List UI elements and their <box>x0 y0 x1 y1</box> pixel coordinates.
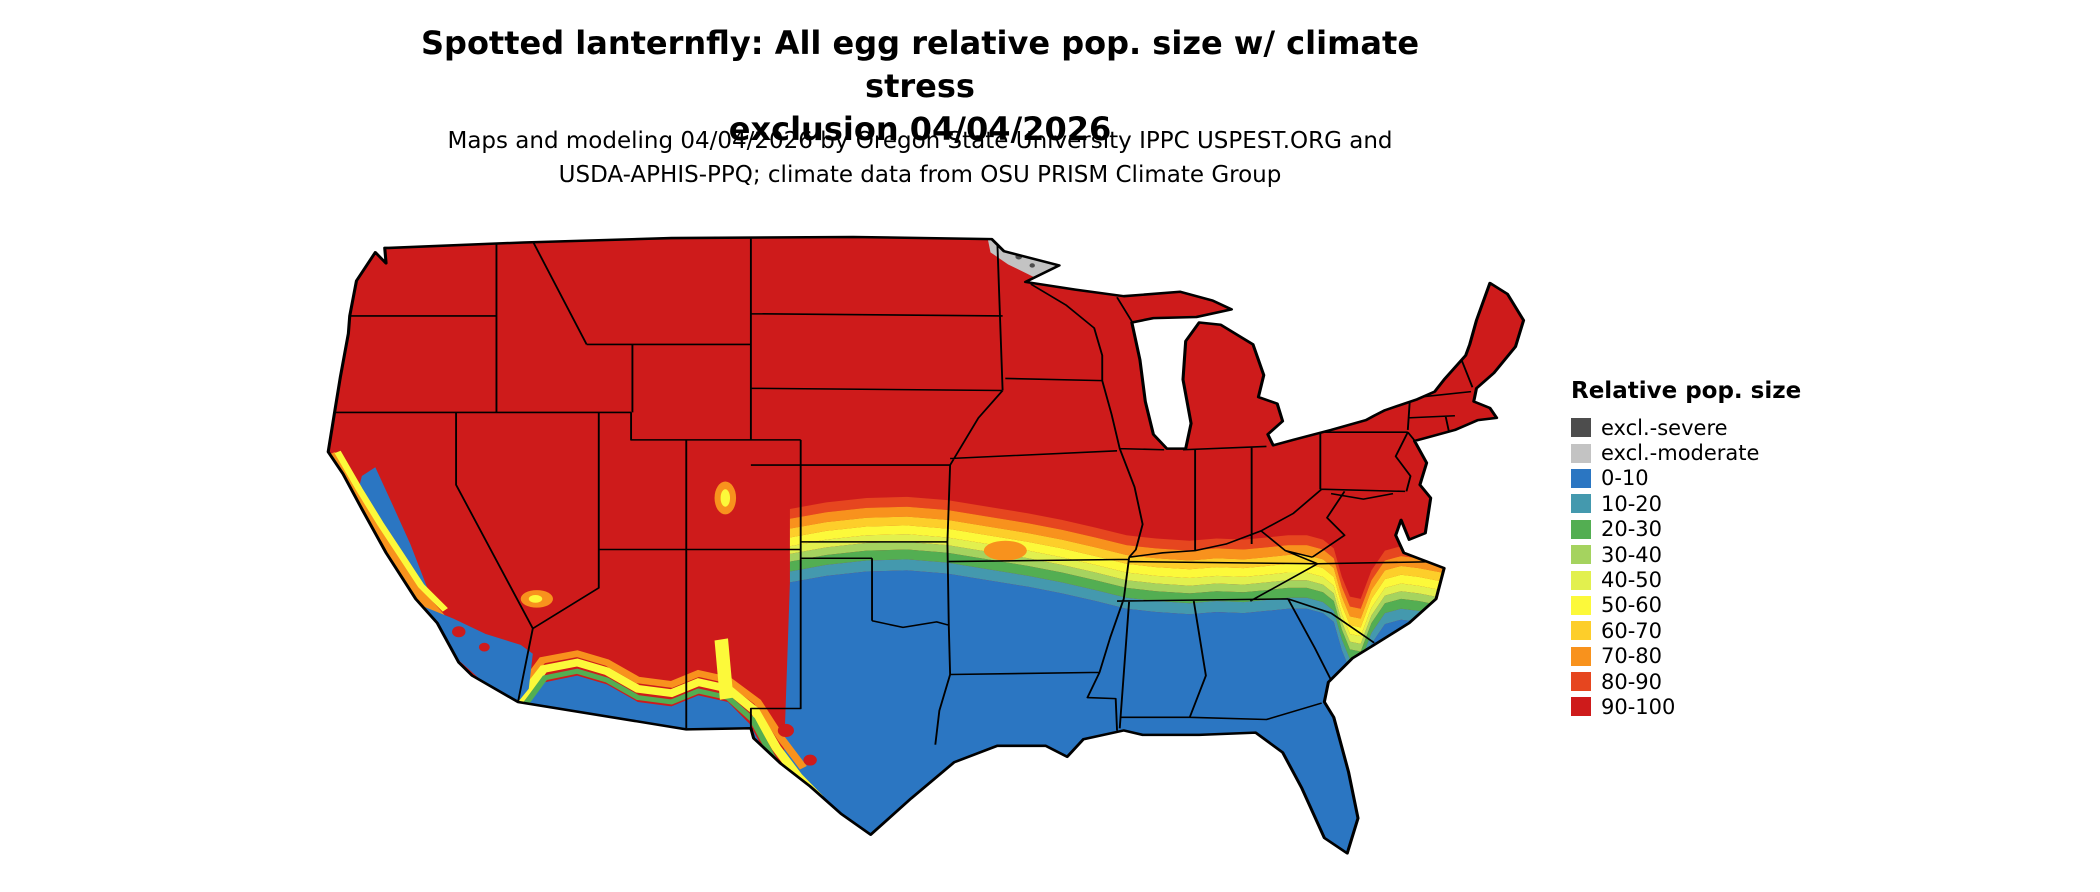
southwest-orange-fringe <box>514 650 807 770</box>
socal-mountain-patch <box>452 626 466 638</box>
legend-item-0-10: 0-10 <box>1571 466 1801 491</box>
legend-item-90-100: 90-100 <box>1571 694 1801 719</box>
page-subtitle-line-2: USDA-APHIS-PPQ; climate data from OSU PR… <box>558 162 1282 188</box>
legend-item-60-70: 60-70 <box>1571 618 1801 643</box>
west-texas-mountain-patch <box>803 754 817 766</box>
legend-item-40-50: 40-50 <box>1571 567 1801 592</box>
band-10-20 <box>789 559 1524 673</box>
southwest-yellow-fringe <box>514 658 824 801</box>
legend-item-label: excl.-moderate <box>1601 441 1760 466</box>
legend-swatch <box>1571 418 1591 438</box>
legend-swatch <box>1571 595 1591 615</box>
page-title: Spotted lanternfly: All egg relative pop… <box>400 22 1440 151</box>
legend-item-label: 30-40 <box>1601 542 1663 567</box>
legend-swatch <box>1571 494 1591 514</box>
us-map-svg <box>326 235 1526 855</box>
california-coast-yellow-strip <box>334 450 448 612</box>
state-borders <box>330 236 1474 745</box>
page-subtitle: Maps and modeling 04/04/2026 by Oregon S… <box>380 124 1460 192</box>
legend-swatch <box>1571 646 1591 666</box>
legend-item-30-40: 30-40 <box>1571 542 1801 567</box>
legend-item-excl.-severe: excl.-severe <box>1571 415 1801 440</box>
legend-item-20-30: 20-30 <box>1571 517 1801 542</box>
band-80-90 <box>789 496 1524 609</box>
socal-mountain-patch <box>478 642 490 652</box>
legend-title: Relative pop. size <box>1571 378 1802 404</box>
band-20-30 <box>789 549 1524 662</box>
page-subtitle-line-1: Maps and modeling 04/04/2026 by Oregon S… <box>447 128 1393 154</box>
legend-items: excl.-severe excl.-moderate 0-10 10-20 20-30… <box>1571 415 1801 720</box>
map-fill-layers <box>328 236 1524 854</box>
legend-swatch <box>1571 443 1591 463</box>
rio-grande-valley-strip <box>714 638 734 700</box>
legend-swatch <box>1571 519 1591 539</box>
page-title-line-2: exclusion 04/04/2026 <box>728 110 1112 148</box>
legend-item-10-20: 10-20 <box>1571 491 1801 516</box>
southern-california-low-region <box>421 605 533 702</box>
legend-item-80-90: 80-90 <box>1571 669 1801 694</box>
southern-nevada-patch-core <box>528 595 543 603</box>
band-40-50 <box>789 534 1524 644</box>
legend-item-label: 40-50 <box>1601 568 1663 593</box>
legend-item-label: 50-60 <box>1601 593 1663 618</box>
map-legend: Relative pop. size excl.-severe excl.-mod… <box>1571 378 1801 720</box>
band-70-80 <box>789 506 1524 619</box>
legend-swatch <box>1571 468 1591 488</box>
transition-bands <box>779 496 1524 854</box>
legend-item-label: 90-100 <box>1601 694 1676 719</box>
legend-item-label: 10-20 <box>1601 491 1663 516</box>
legend-item-excl.-moderate: excl.-moderate <box>1571 440 1801 465</box>
legend-swatch <box>1571 570 1591 590</box>
us-choropleth-map <box>308 226 1533 884</box>
legend-item-label: 80-90 <box>1601 669 1663 694</box>
legend-item-50-60: 50-60 <box>1571 593 1801 618</box>
band-50-60 <box>789 525 1524 637</box>
legend-item-70-80: 70-80 <box>1571 644 1801 669</box>
minnesota-exclusion-severe-speck <box>1029 263 1035 268</box>
southwest-green-fringe <box>518 668 796 785</box>
south-low-population-region <box>779 570 1524 854</box>
colorado-mountain-patch-core <box>720 489 731 507</box>
legend-swatch <box>1571 545 1591 565</box>
legend-item-label: 60-70 <box>1601 618 1663 643</box>
ozark-patch <box>983 540 1027 561</box>
band-30-40 <box>789 541 1524 652</box>
legend-item-label: excl.-severe <box>1601 415 1728 440</box>
page-title-line-1: Spotted lanternfly: All egg relative pop… <box>420 24 1420 105</box>
legend-item-label: 20-30 <box>1601 517 1663 542</box>
legend-item-label: 0-10 <box>1601 466 1649 491</box>
legend-swatch <box>1571 672 1591 692</box>
legend-swatch <box>1571 697 1591 717</box>
legend-item-label: 70-80 <box>1601 644 1663 669</box>
legend-swatch <box>1571 621 1591 641</box>
west-texas-mountain-patch <box>777 723 794 738</box>
band-60-70 <box>789 516 1524 628</box>
